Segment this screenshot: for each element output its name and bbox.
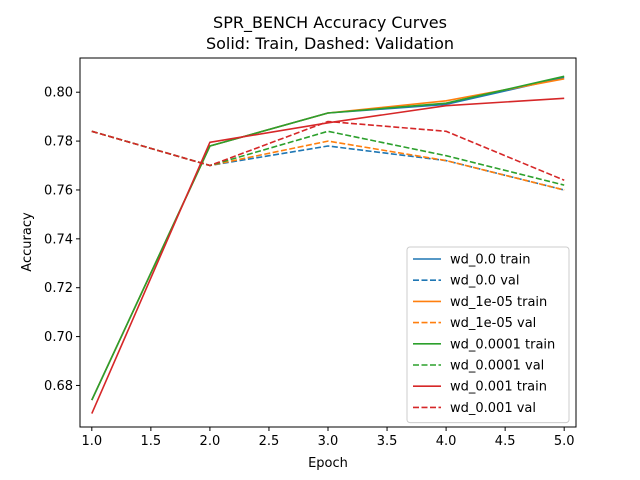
x-axis-label: Epoch: [308, 456, 348, 471]
y-axis-label: Accuracy: [20, 212, 35, 272]
legend-label: wd_1e-05 val: [450, 316, 536, 331]
legend: wd_0.0 train wd_0.0 val wd_1e-05 train wd_1…: [406, 246, 570, 424]
series-line: [91, 130, 565, 186]
series-line: [91, 75, 565, 401]
chart-title: SPR_BENCH Accuracy Curves: [213, 13, 447, 33]
x-tick-label: 4.5: [495, 434, 516, 449]
series-line: [91, 120, 565, 181]
x-tick-label: 5.0: [554, 434, 575, 449]
y-tick-label: 0.70: [44, 330, 73, 345]
x-tick-label: 2.5: [259, 434, 280, 449]
legend-label: wd_0.0 train: [450, 253, 530, 268]
y-tick-label: 0.80: [44, 86, 73, 101]
chart-subtitle: Solid: Train, Dashed: Validation: [206, 34, 454, 53]
x-tick-label: 1.5: [141, 434, 162, 449]
x-tick-label: 3.5: [377, 434, 398, 449]
x-tick-label: 1.0: [81, 434, 102, 449]
series-line: [91, 130, 565, 191]
y-tick-label: 0.78: [44, 135, 73, 150]
legend-label: wd_0.001 train: [450, 380, 547, 395]
legend-label: wd_0.001 val: [450, 401, 536, 416]
plot-lines: [91, 75, 565, 414]
legend-label: wd_0.0 val: [450, 274, 519, 289]
x-axis-ticks: 1.0 1.5 2.0 2.5 3.0 3.5 4.0 4.5 5.0: [81, 427, 575, 449]
legend-box: [406, 246, 570, 424]
y-tick-label: 0.74: [44, 232, 73, 247]
series-line: [91, 97, 565, 414]
x-tick-label: 3.0: [318, 434, 339, 449]
y-tick-label: 0.68: [44, 379, 73, 394]
legend-label: wd_0.0001 val: [450, 359, 544, 374]
legend-label: wd_1e-05 train: [450, 295, 547, 310]
series-line: [91, 130, 565, 191]
y-tick-label: 0.72: [44, 281, 73, 296]
x-tick-label: 4.0: [436, 434, 457, 449]
legend-label: wd_0.0001 train: [450, 337, 555, 352]
y-tick-label: 0.76: [44, 183, 73, 198]
x-tick-label: 2.0: [200, 434, 221, 449]
y-axis-ticks: 0.68 0.70 0.72 0.74 0.76 0.78 0.80: [44, 86, 80, 394]
